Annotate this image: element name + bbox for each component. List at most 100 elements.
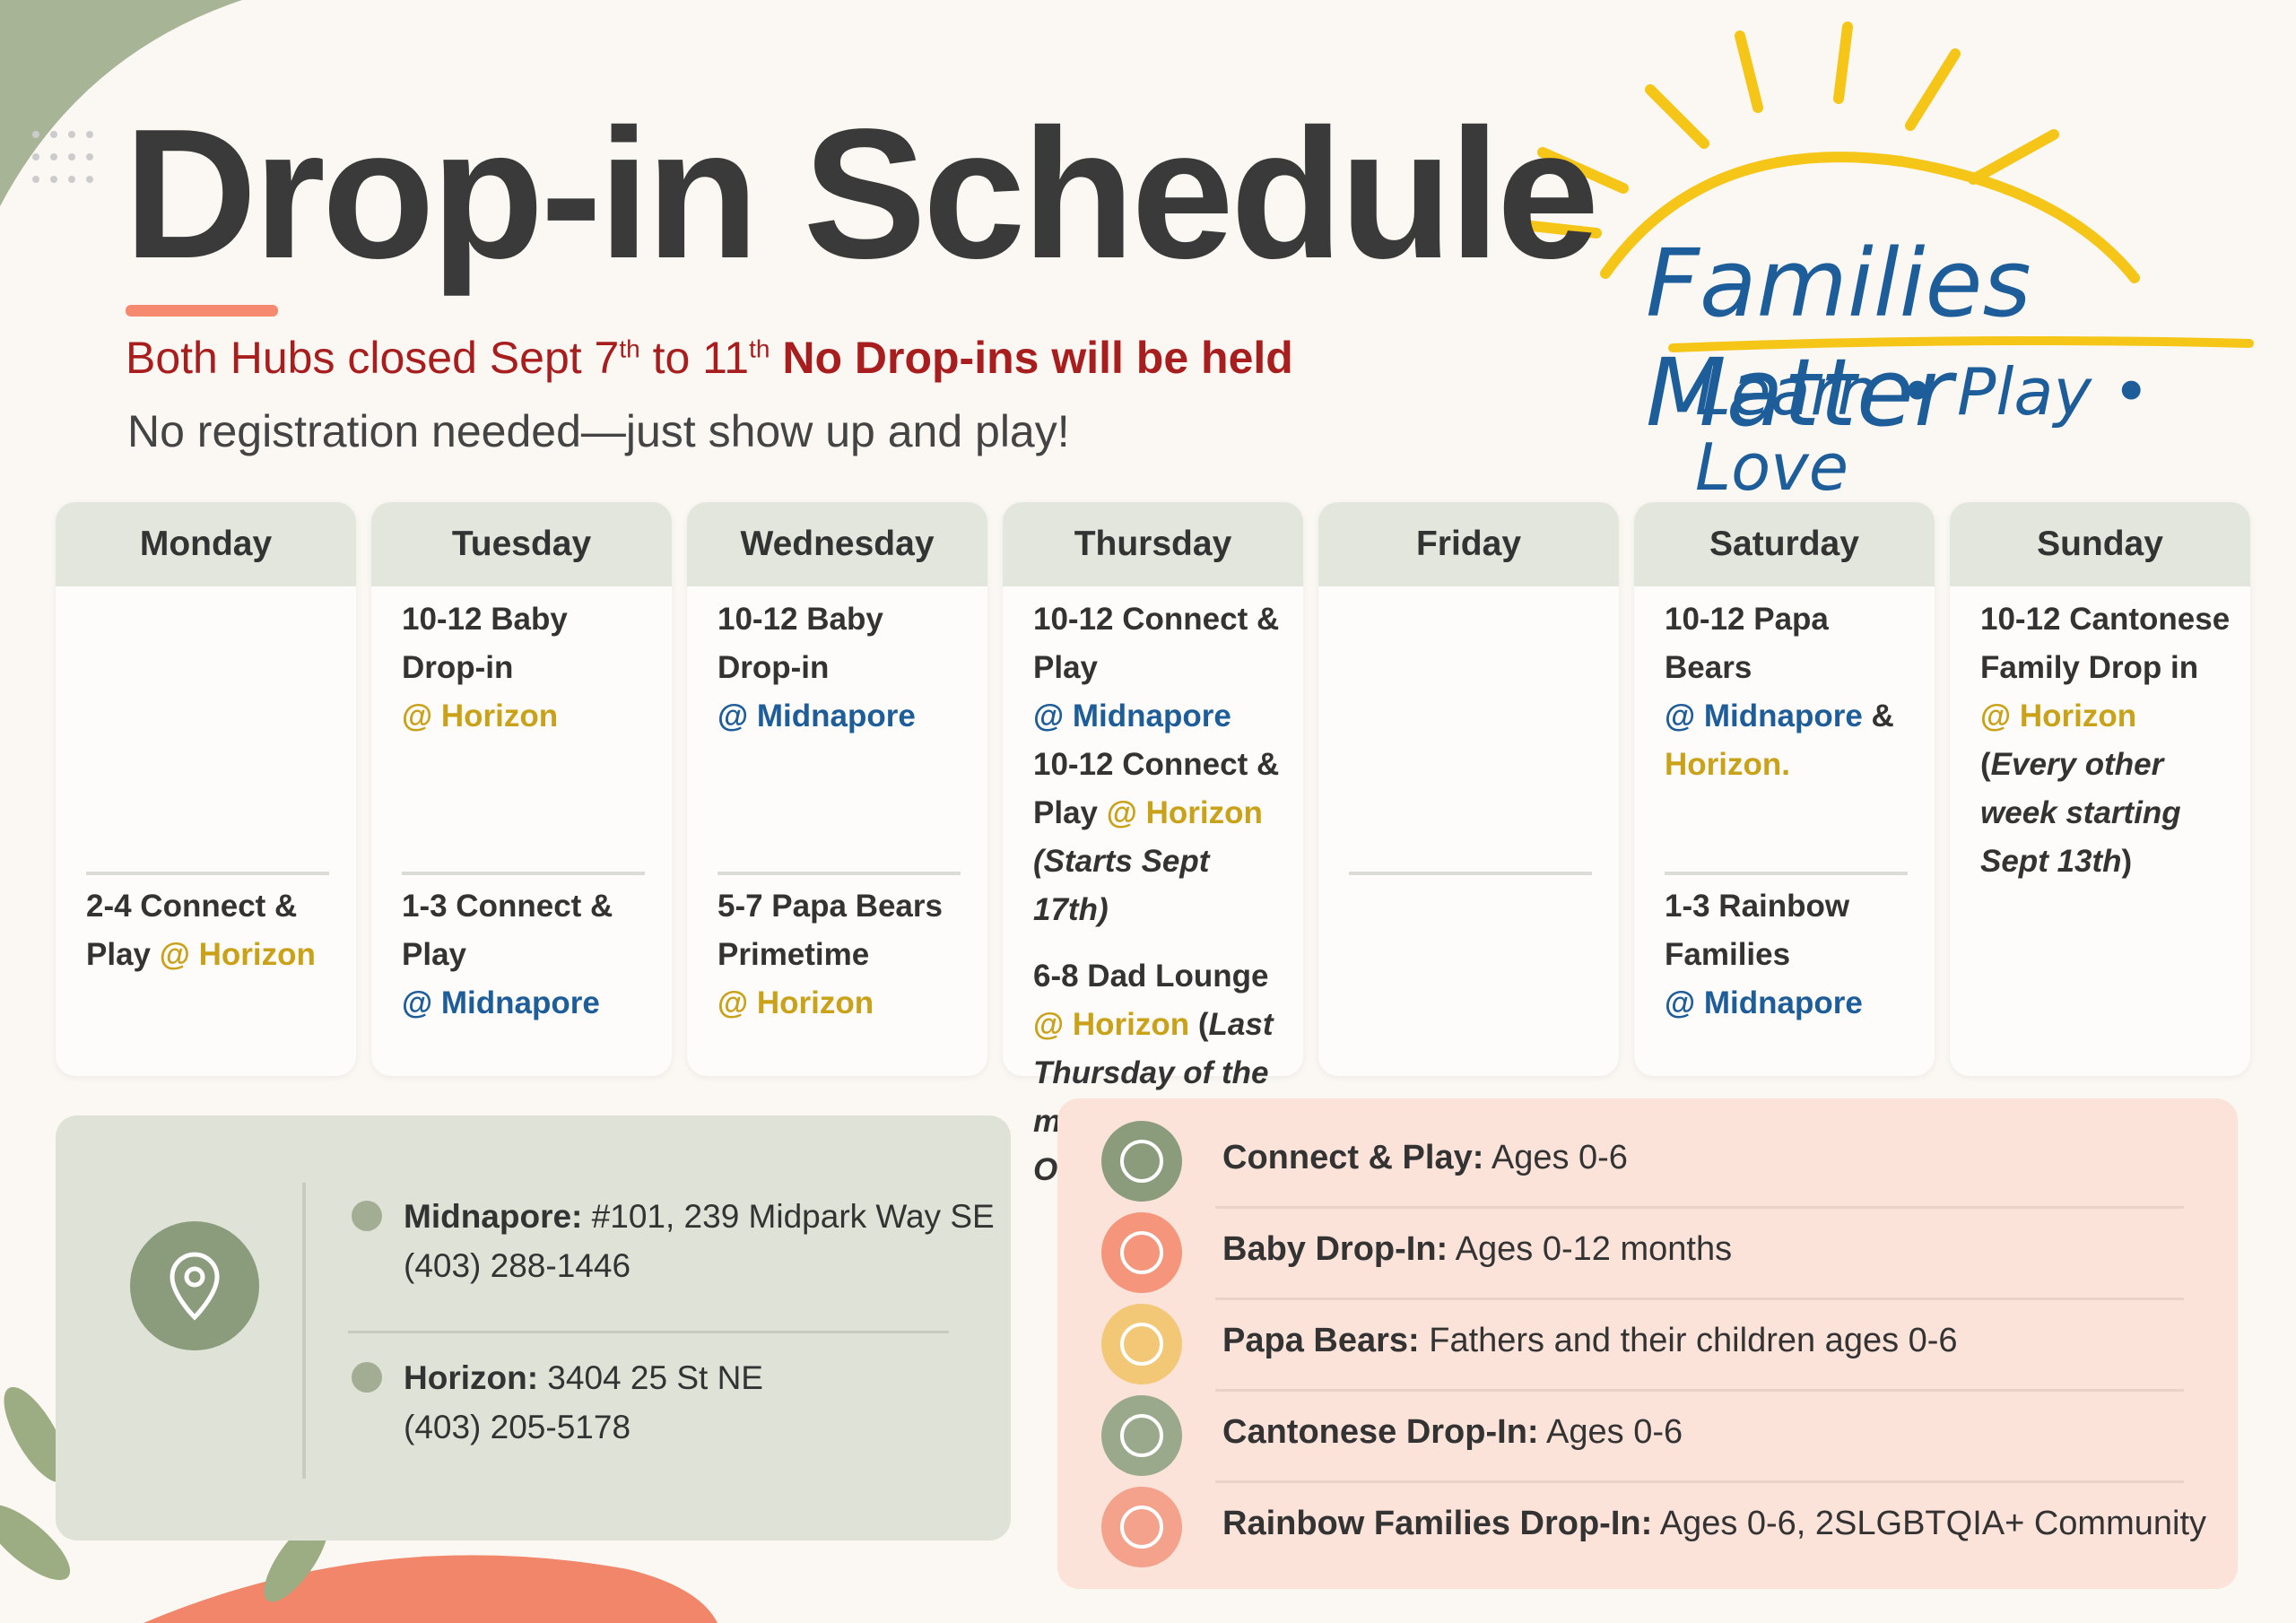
- entry-text: 10-12 Baby Drop-in: [402, 602, 568, 685]
- entry-text: @ Horizon: [718, 985, 874, 1020]
- entry-text: (: [1980, 747, 1991, 782]
- divider: [718, 872, 961, 875]
- legend-desc: Ages 0-6, 2SLGBTQIA+ Community: [1652, 1505, 2207, 1542]
- entry-text: (: [1189, 1007, 1209, 1042]
- legend-name: Baby Drop-In:: [1222, 1230, 1448, 1268]
- entry-text: @ Midnapore: [1665, 699, 1863, 733]
- entry-text: Horizon.: [1665, 747, 1790, 782]
- legend-name: Papa Bears:: [1222, 1322, 1420, 1359]
- separator: [1215, 1389, 2184, 1392]
- icon-circle: [1101, 1395, 1182, 1476]
- entry-text: 1-3 Connect & Play: [402, 889, 613, 972]
- day-column: Wednesday 10-12 Baby Drop-in @ Midnapore 5-…: [687, 502, 987, 1076]
- icon-circle: [1101, 1487, 1182, 1567]
- day-header: Monday: [56, 502, 356, 586]
- legend-desc: Ages 0-6: [1538, 1413, 1683, 1451]
- notice-sup: th: [749, 334, 770, 363]
- entry: 1-3 Connect & Play: [402, 882, 656, 979]
- entry-text: 1-3 Rainbow Families: [1665, 889, 1850, 972]
- location-address: 3404 25 St NE: [538, 1359, 763, 1396]
- entry: @ Horizon: [402, 692, 656, 741]
- slot: 10-12 Papa Bears @ Midnapore & Horizon.: [1634, 595, 1935, 864]
- notice-text: Both Hubs closed Sept 7: [126, 333, 620, 383]
- icon-glyph: [1120, 1323, 1163, 1366]
- location-phone: (403) 205-5178: [404, 1409, 631, 1445]
- entry: 10-12 Baby Drop-in: [402, 595, 656, 692]
- legend-icon: [1101, 1121, 1182, 1202]
- entry-text: 2-4 Connect & Play: [86, 889, 298, 972]
- day-column: Sunday 10-12 Cantonese Family Drop in @ Ho…: [1950, 502, 2250, 1076]
- day-column: Tuesday 10-12 Baby Drop-in @ Horizon 1-3 Co…: [371, 502, 672, 1076]
- entry-text: 6-8 Dad Lounge: [1033, 959, 1269, 994]
- legend-icon: [1101, 1487, 1182, 1567]
- day-header: Sunday: [1950, 502, 2250, 586]
- notice-sup: th: [619, 334, 640, 363]
- entry: 5-7 Papa Bears Primetime: [718, 882, 971, 979]
- icon-glyph: [1120, 1506, 1163, 1549]
- entry-text: 10-12 Connect & Play: [1033, 602, 1280, 685]
- entry: @ Horizon: [718, 979, 971, 1028]
- divider: [1665, 872, 1908, 875]
- separator: [1215, 1298, 2184, 1300]
- day-column: Thursday 10-12 Connect & Play @ Midnapore 1…: [1003, 502, 1303, 1187]
- entry: 10-12 Papa Bears: [1665, 595, 1918, 692]
- entry-text: @ Midnapore: [1033, 699, 1231, 733]
- legend-desc: Ages 0-12 months: [1448, 1230, 1733, 1268]
- entry: (Starts Sept 17th): [1033, 838, 1287, 934]
- slot: 10-12 Cantonese Family Drop in @ Horizon (…: [1950, 595, 2250, 886]
- legend-row: Connect & Play: Ages 0-6: [1099, 1116, 2220, 1209]
- legend-row: Baby Drop-In: Ages 0-12 months: [1099, 1208, 2220, 1300]
- entry: @ Midnapore: [718, 692, 971, 741]
- entry-text: (Starts Sept 17th): [1033, 844, 1210, 927]
- entry: @ Midnapore: [402, 979, 656, 1028]
- slot: 1-3 Connect & Play @ Midnapore: [371, 882, 672, 1028]
- icon-circle: [1101, 1304, 1182, 1384]
- slot: 2-4 Connect & Play @ Horizon: [56, 882, 356, 979]
- subtitle: No registration needed—just show up and …: [127, 406, 1070, 456]
- location-address: #101, 239 Midpark Way SE: [582, 1198, 995, 1235]
- logo-name: Families Matter: [1646, 229, 2031, 447]
- bullet: [352, 1362, 382, 1393]
- divider: [86, 872, 329, 875]
- location-name: Horizon:: [404, 1359, 539, 1396]
- slot: [1318, 595, 1619, 864]
- entry: @ Horizon: [1980, 692, 2234, 741]
- pin-icon: [130, 1221, 259, 1350]
- legend-name: Rainbow Families Drop-In:: [1222, 1505, 1653, 1542]
- entry-text: @ Horizon: [1106, 795, 1263, 830]
- legend-desc: Fathers and their children ages 0-6: [1419, 1322, 1958, 1359]
- location: Horizon: 3404 25 St NE (403) 205-5178: [404, 1353, 763, 1452]
- icon-glyph: [1120, 1414, 1163, 1457]
- separator: [1215, 1480, 2184, 1483]
- entry-text: @ Midnapore: [718, 699, 916, 733]
- slot: 10-12 Baby Drop-in @ Horizon: [371, 595, 672, 864]
- entry-text: 5-7 Papa Bears Primetime: [718, 889, 943, 972]
- slot: [56, 595, 356, 864]
- entry: 10-12 Connect & Play @ Horizon: [1033, 741, 1287, 838]
- entry: Horizon.: [1665, 741, 1918, 789]
- entry: (Every other week starting Sept 13th): [1980, 741, 2234, 886]
- entry: 10-12 Connect & Play: [1033, 595, 1287, 692]
- notice: Both Hubs closed Sept 7th to 11th No Dro…: [126, 332, 1293, 384]
- entry-text: &: [1862, 699, 1894, 733]
- icon-circle: [1101, 1212, 1182, 1293]
- legend-text: Rainbow Families Drop-In: Ages 0-6, 2SLG…: [1222, 1505, 2206, 1543]
- entry: @ Midnapore &: [1665, 692, 1918, 741]
- day-header: Saturday: [1634, 502, 1935, 586]
- legend-row: Cantonese Drop-In: Ages 0-6: [1099, 1391, 2220, 1483]
- entry-text: @ Horizon: [402, 699, 559, 733]
- entry-text: 10-12 Baby Drop-in: [718, 602, 883, 685]
- separator: [302, 1183, 306, 1479]
- entry: 10-12 Cantonese Family Drop in: [1980, 595, 2234, 692]
- entry: 2-4 Connect & Play @ Horizon: [86, 882, 340, 979]
- location-name: Midnapore:: [404, 1198, 583, 1235]
- slot: 1-3 Rainbow Families @ Midnapore: [1634, 882, 1935, 1028]
- legend-icon: [1101, 1212, 1182, 1293]
- notice-text: to 11: [639, 333, 750, 383]
- legend-name: Cantonese Drop-In:: [1222, 1413, 1539, 1451]
- entry-text: @ Horizon: [159, 937, 316, 972]
- separator: [1215, 1206, 2184, 1209]
- legend-text: Baby Drop-In: Ages 0-12 months: [1222, 1230, 1732, 1269]
- entry-text: Every other week starting Sept 13th: [1980, 747, 2181, 879]
